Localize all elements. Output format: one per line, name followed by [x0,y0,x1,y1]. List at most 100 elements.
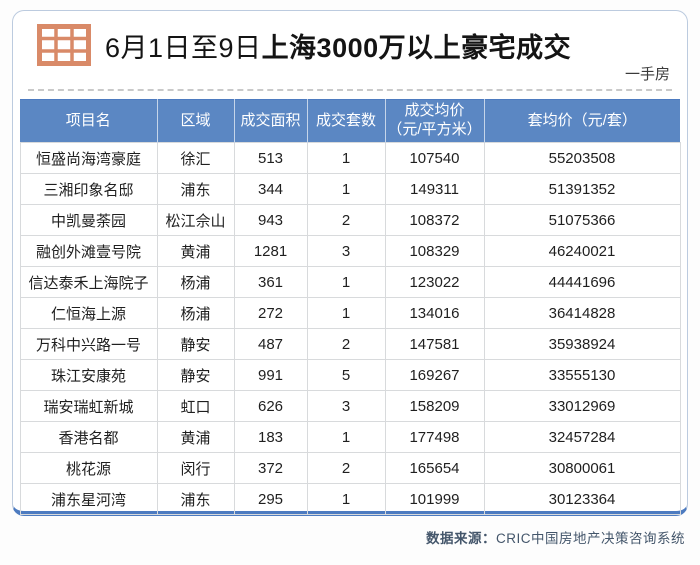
table-row: 仁恒海上源 杨浦 272 1 134016 36414828 [19,297,681,329]
table-cell: 30800061 [483,452,681,484]
table-cell: 黄浦 [156,421,235,453]
table-body: 恒盛尚海湾豪庭 徐汇 513 1 107540 55203508 三湘印象名邸 浦东 344 1 1… [19,142,681,515]
table-row: 三湘印象名邸 浦东 344 1 149311 51391352 [19,173,681,205]
table-cell: 浦东星河湾 [19,483,158,515]
infographic-card: 6月1日至9日上海3000万以上豪宅成交 一手房 项目名 区域 成交面积 成交套… [12,10,688,516]
table-cell: 3 [306,390,386,422]
table-cell: 35938924 [483,328,681,360]
table-grid-icon [37,24,91,66]
header-cell-project: 项目名 [20,99,158,143]
table-cell: 101999 [384,483,485,515]
table-cell: 1 [306,483,386,515]
table-cell: 165654 [384,452,485,484]
table-row: 珠江安康苑 静安 991 5 169267 33555130 [19,359,681,391]
header-cell-avg-price: 成交均价 （元/平方米） [385,99,485,143]
table-cell: 295 [233,483,308,515]
table-cell: 2 [306,204,386,236]
table-cell: 松江佘山 [156,204,235,236]
title-emphasis: 上海3000万以上豪宅成交 [261,32,572,63]
table-header-row: 项目名 区域 成交面积 成交套数 成交均价 （元/平方米） 套均价（元/套） [20,99,680,143]
table-row: 瑞安瑞虹新城 虹口 626 3 158209 33012969 [19,390,681,422]
table-cell: 1 [306,173,386,205]
table-row: 桃花源 闵行 372 2 165654 30800061 [19,452,681,484]
table-cell: 108372 [384,204,485,236]
header-cell-area: 成交面积 [234,99,308,143]
table-cell: 169267 [384,359,485,391]
table-cell: 344 [233,173,308,205]
table-cell: 2 [306,328,386,360]
table-cell: 5 [306,359,386,391]
table-cell: 桃花源 [19,452,158,484]
table-cell: 杨浦 [156,266,235,298]
table-row: 信达泰禾上海院子 杨浦 361 1 123022 44441696 [19,266,681,298]
table-cell: 3 [306,235,386,267]
table-cell: 183 [233,421,308,453]
table-cell: 静安 [156,359,235,391]
table-cell: 55203508 [483,142,681,174]
table-cell: 108329 [384,235,485,267]
source-label: 数据来源： [426,531,496,546]
table-cell: 杨浦 [156,297,235,329]
table-cell: 浦东 [156,483,235,515]
table-cell: 融创外滩壹号院 [19,235,158,267]
table-cell: 闵行 [156,452,235,484]
table-cell: 158209 [384,390,485,422]
table-cell: 2 [306,452,386,484]
market-type-tag: 一手房 [624,66,670,83]
table-cell: 372 [233,452,308,484]
table-cell: 149311 [384,173,485,205]
table-cell: 三湘印象名邸 [19,173,158,205]
table-cell: 44441696 [483,266,681,298]
sales-table: 项目名 区域 成交面积 成交套数 成交均价 （元/平方米） 套均价（元/套） 恒… [19,99,681,515]
table-cell: 123022 [384,266,485,298]
table-cell: 珠江安康苑 [19,359,158,391]
table-cell: 1281 [233,235,308,267]
table-cell: 信达泰禾上海院子 [19,266,158,298]
page-title: 6月1日至9日上海3000万以上豪宅成交 [105,26,571,65]
source-value: CRIC中国房地产决策咨询系统 [496,531,685,546]
table-cell: 仁恒海上源 [19,297,158,329]
table-cell: 51075366 [483,204,681,236]
table-cell: 46240021 [483,235,681,267]
dashed-divider [28,89,672,91]
table-cell: 徐汇 [156,142,235,174]
table-cell: 1 [306,266,386,298]
table-cell: 恒盛尚海湾豪庭 [19,142,158,174]
table-cell: 361 [233,266,308,298]
table-cell: 33012969 [483,390,681,422]
table-row: 香港名都 黄浦 183 1 177498 32457284 [19,421,681,453]
table-cell: 36414828 [483,297,681,329]
table-cell: 虹口 [156,390,235,422]
table-cell: 487 [233,328,308,360]
table-cell: 黄浦 [156,235,235,267]
table-cell: 272 [233,297,308,329]
title-date-range: 6月1日至9日 [105,32,262,63]
table-cell: 30123364 [483,483,681,515]
table-cell: 香港名都 [19,421,158,453]
table-cell: 1 [306,142,386,174]
table-cell: 1 [306,297,386,329]
table-cell: 943 [233,204,308,236]
table-cell: 浦东 [156,173,235,205]
header-cell-units: 成交套数 [307,99,386,143]
table-cell: 513 [233,142,308,174]
table-cell: 626 [233,390,308,422]
table-cell: 33555130 [483,359,681,391]
table-cell: 万科中兴路一号 [19,328,158,360]
table-cell: 134016 [384,297,485,329]
table-row: 万科中兴路一号 静安 487 2 147581 35938924 [19,328,681,360]
table-row: 融创外滩壹号院 黄浦 1281 3 108329 46240021 [19,235,681,267]
table-cell: 32457284 [483,421,681,453]
card-header: 6月1日至9日上海3000万以上豪宅成交 [37,23,671,67]
header-cell-unit-price: 套均价（元/套） [484,99,680,143]
footer-source: 数据来源：CRIC中国房地产决策咨询系统 [426,527,685,547]
table-row: 浦东星河湾 浦东 295 1 101999 30123364 [19,483,681,515]
table-cell: 瑞安瑞虹新城 [19,390,158,422]
table-row: 中凯曼荼园 松江佘山 943 2 108372 51075366 [19,204,681,236]
table-cell: 107540 [384,142,485,174]
table-cell: 静安 [156,328,235,360]
table-cell: 51391352 [483,173,681,205]
table-cell: 1 [306,421,386,453]
table-cell: 中凯曼荼园 [19,204,158,236]
table-cell: 147581 [384,328,485,360]
